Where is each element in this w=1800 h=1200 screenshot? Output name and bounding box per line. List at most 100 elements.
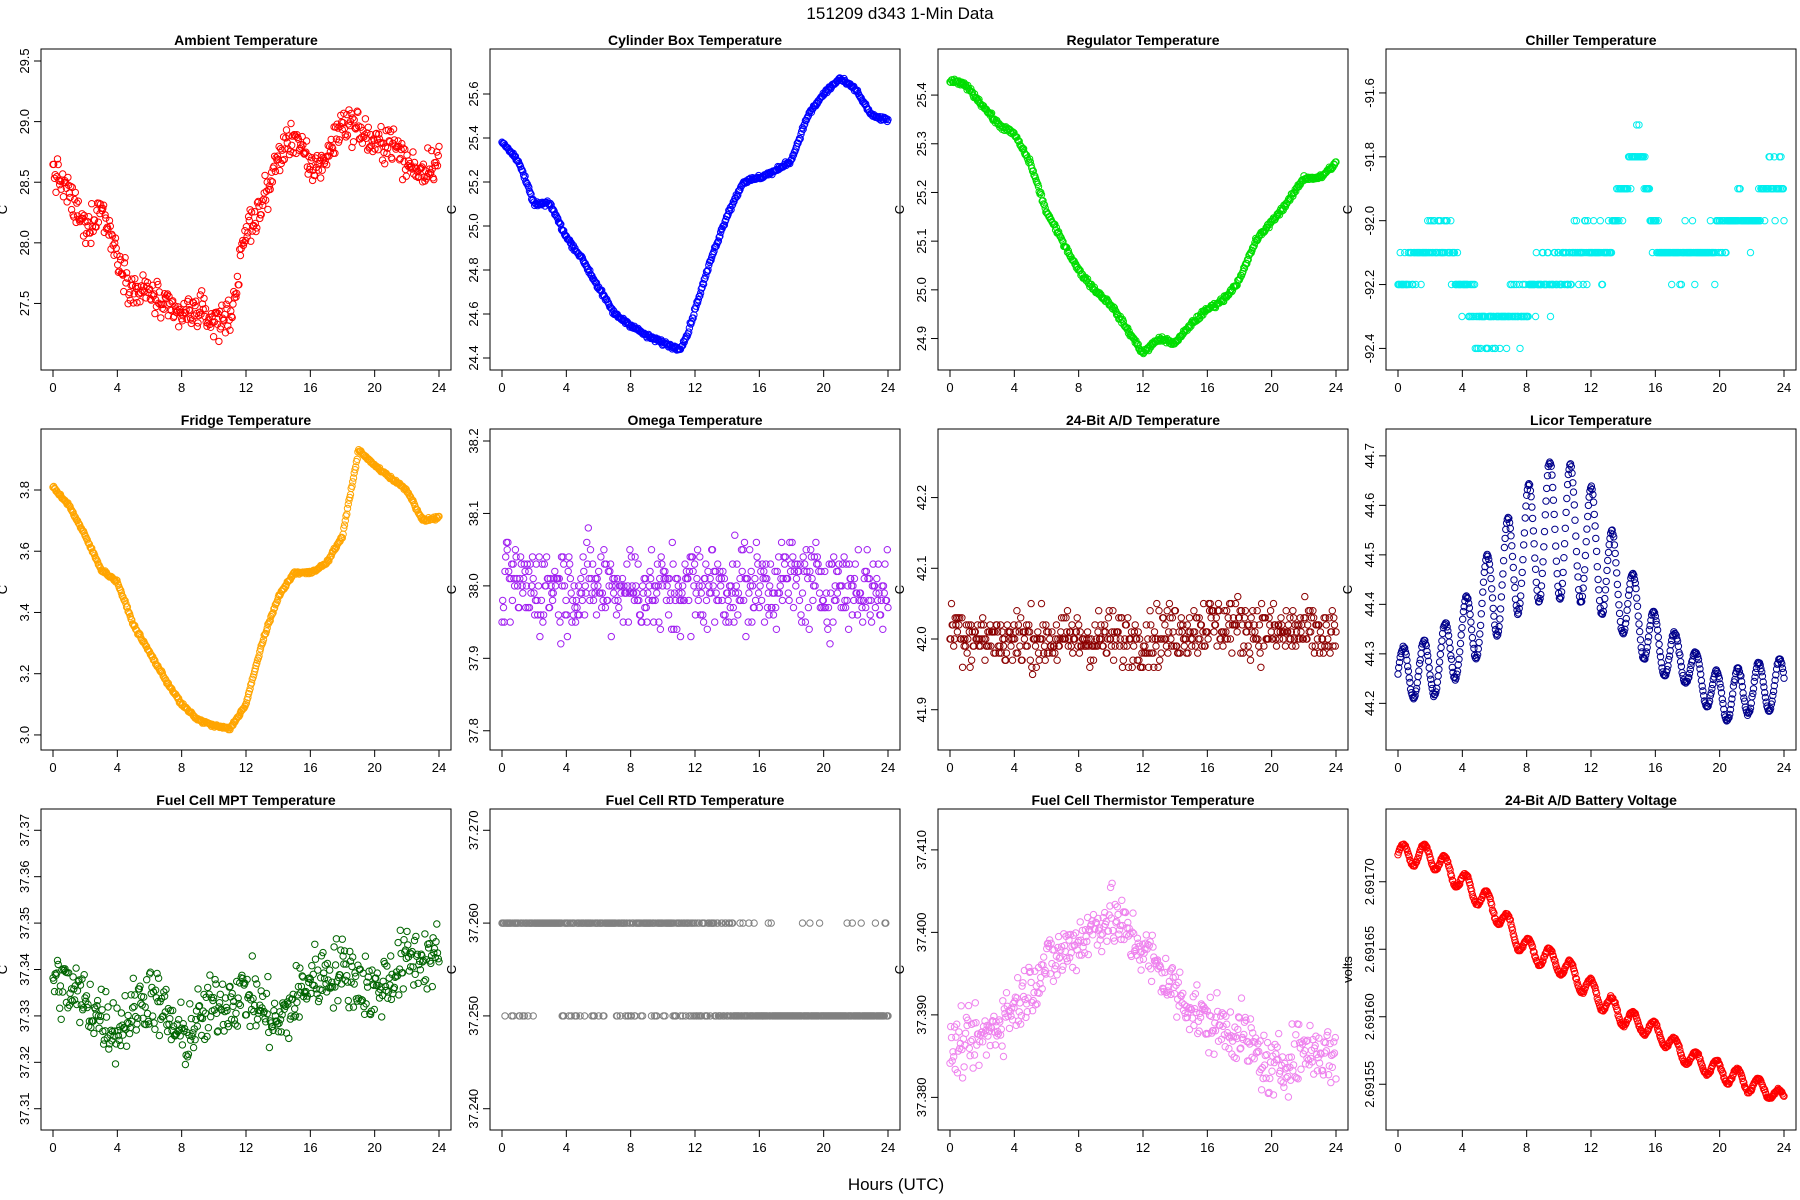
data-point [78, 210, 86, 218]
data-point [528, 553, 537, 561]
data-point [688, 318, 696, 326]
data-point [1086, 663, 1094, 671]
data-point [690, 560, 699, 568]
x-tick-label: 0 [498, 1140, 505, 1155]
data-point [854, 546, 862, 554]
data-point [1257, 599, 1266, 608]
y-tick-label: 42.1 [914, 556, 929, 581]
data-point [641, 603, 649, 612]
data-point [1611, 549, 1619, 558]
data-point [594, 582, 602, 590]
data-point [519, 171, 528, 179]
data-point [1476, 630, 1484, 638]
data-point [1109, 656, 1118, 664]
data-point [433, 162, 442, 170]
data-point [384, 994, 392, 1002]
data-point [695, 292, 703, 301]
data-point [798, 589, 807, 597]
data-point [950, 642, 958, 650]
data-point [92, 223, 100, 231]
data-point [742, 632, 750, 641]
data-point [1624, 600, 1632, 608]
data-point [1031, 642, 1040, 650]
data-point [1281, 642, 1290, 650]
data-point [1124, 324, 1132, 332]
data-point [1572, 547, 1581, 556]
data-point [1246, 656, 1255, 664]
data-point [1034, 628, 1042, 636]
data-point [987, 109, 996, 117]
data-point [67, 182, 75, 191]
y-axis-label: C [1340, 585, 1355, 594]
x-tick-label: 4 [114, 1140, 121, 1155]
data-point [1330, 614, 1338, 622]
data-point [626, 546, 634, 554]
x-tick-label: 24 [432, 380, 446, 395]
data-point [106, 222, 115, 230]
data-point [212, 980, 220, 988]
data-point [244, 229, 252, 237]
data-point [1475, 638, 1483, 647]
data-point [1559, 568, 1567, 577]
data-points [49, 920, 443, 1069]
x-tick-label: 24 [881, 760, 895, 775]
data-point [163, 1027, 172, 1036]
x-tick-label: 16 [752, 760, 766, 775]
panel-title: Licor Temperature [1530, 412, 1652, 428]
y-tick-label: 3.6 [17, 542, 32, 560]
data-point [685, 328, 693, 336]
data-point [642, 603, 650, 612]
data-point [1508, 542, 1516, 550]
data-point [1634, 612, 1642, 620]
data-point [1581, 566, 1589, 574]
data-point [805, 625, 813, 633]
data-point [867, 618, 876, 626]
data-point [792, 574, 801, 583]
y-tick-label: 37.35 [17, 907, 32, 940]
data-point [153, 277, 161, 286]
data-point [107, 245, 115, 253]
x-tick-label: 8 [1523, 380, 1530, 395]
data-point [305, 165, 314, 174]
data-point [714, 560, 722, 568]
data-point [59, 170, 67, 178]
data-point [864, 574, 872, 583]
data-point [84, 222, 92, 230]
data-point [1233, 628, 1241, 636]
x-tick-label: 4 [1459, 760, 1466, 775]
data-point [1488, 594, 1497, 602]
data-point [1437, 643, 1445, 652]
data-point [1095, 607, 1103, 615]
data-point [1530, 540, 1538, 548]
data-point [190, 312, 199, 320]
data-point [1457, 631, 1465, 639]
data-point [511, 546, 520, 554]
data-point [1541, 511, 1550, 519]
data-point [339, 119, 347, 127]
data-point [1664, 662, 1672, 670]
data-point [851, 560, 859, 568]
data-point [1552, 557, 1561, 565]
data-point [663, 582, 671, 590]
data-point [653, 589, 661, 597]
data-points [498, 524, 892, 648]
x-tick-label: 8 [627, 760, 634, 775]
y-tick-label: 37.240 [466, 1089, 481, 1129]
data-point [1163, 607, 1171, 615]
y-tick-label: 37.37 [17, 814, 32, 847]
data-point [717, 582, 725, 590]
data-point [807, 546, 815, 554]
x-tick-label: 12 [1136, 760, 1150, 775]
data-point [973, 621, 982, 629]
data-point [240, 239, 248, 247]
data-point [808, 574, 816, 583]
panel-title: Fridge Temperature [181, 412, 312, 428]
y-tick-label: 38.2 [466, 428, 481, 453]
data-point [243, 975, 251, 984]
data-point [953, 628, 962, 636]
data-point [970, 90, 979, 98]
data-point [1124, 614, 1132, 622]
data-point [1582, 538, 1590, 546]
y-tick-label: 41.9 [914, 697, 929, 722]
